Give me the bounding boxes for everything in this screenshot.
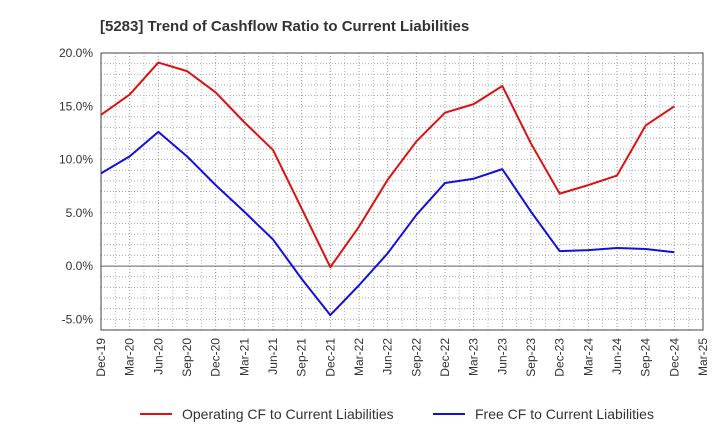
x-tick-label: Dec-21 [323, 338, 337, 377]
x-tick-label: Mar-23 [467, 338, 481, 376]
x-tick-label: Mar-21 [237, 338, 251, 376]
legend-label: Operating CF to Current Liabilities [182, 406, 394, 422]
x-tick-label: Sep-23 [524, 338, 538, 377]
series-line-operating-cf [100, 61, 675, 269]
legend: Operating CF to Current Liabilities Free … [140, 406, 654, 422]
x-tick-label: Jun-20 [151, 338, 165, 375]
plot-frame [100, 52, 704, 331]
chart-title: [5283] Trend of Cashflow Ratio to Curren… [100, 18, 469, 35]
x-tick-label: Jun-23 [495, 338, 509, 375]
x-tick-label: Dec-23 [553, 338, 567, 377]
x-tick-label: Sep-21 [295, 338, 309, 377]
y-axis: 20.0% 15.0% 10.0% 5.0% 0.0% -5.0% [59, 46, 93, 326]
x-tick-label: Sep-22 [409, 338, 423, 377]
y-tick-label: 20.0% [59, 46, 93, 60]
legend-label: Free CF to Current Liabilities [475, 406, 654, 422]
x-tick-label: Jun-22 [381, 338, 395, 375]
series-line-free-cf [100, 130, 675, 317]
legend-item: Operating CF to Current Liabilities [140, 406, 394, 422]
x-axis: Dec-19 Mar-20 Jun-20 Sep-20 Dec-20 Mar-21 Jun-… [94, 338, 710, 377]
y-tick-label: -5.0% [62, 312, 94, 326]
x-tick-label: Mar-22 [352, 338, 366, 376]
y-tick-label: 0.0% [66, 259, 94, 273]
x-tick-label: Dec-20 [209, 338, 223, 377]
x-tick-label: Jun-24 [610, 338, 624, 375]
x-tick-label: Dec-19 [94, 338, 108, 377]
legend-item: Free CF to Current Liabilities [433, 406, 654, 422]
x-tick-label: Dec-22 [438, 338, 452, 377]
series-lines [100, 61, 675, 317]
x-tick-label: Sep-20 [180, 338, 194, 377]
x-tick-label: Mar-24 [581, 338, 595, 376]
y-tick-label: 5.0% [66, 206, 94, 220]
x-tick-label: Mar-25 [696, 338, 710, 376]
x-tick-label: Dec-24 [667, 338, 681, 377]
y-tick-label: 10.0% [59, 153, 93, 167]
y-tick-label: 15.0% [59, 99, 93, 113]
grid-lines [100, 52, 704, 331]
x-tick-label: Mar-20 [123, 338, 137, 376]
x-tick-label: Sep-24 [639, 338, 653, 377]
x-tick-label: Jun-21 [266, 338, 280, 375]
